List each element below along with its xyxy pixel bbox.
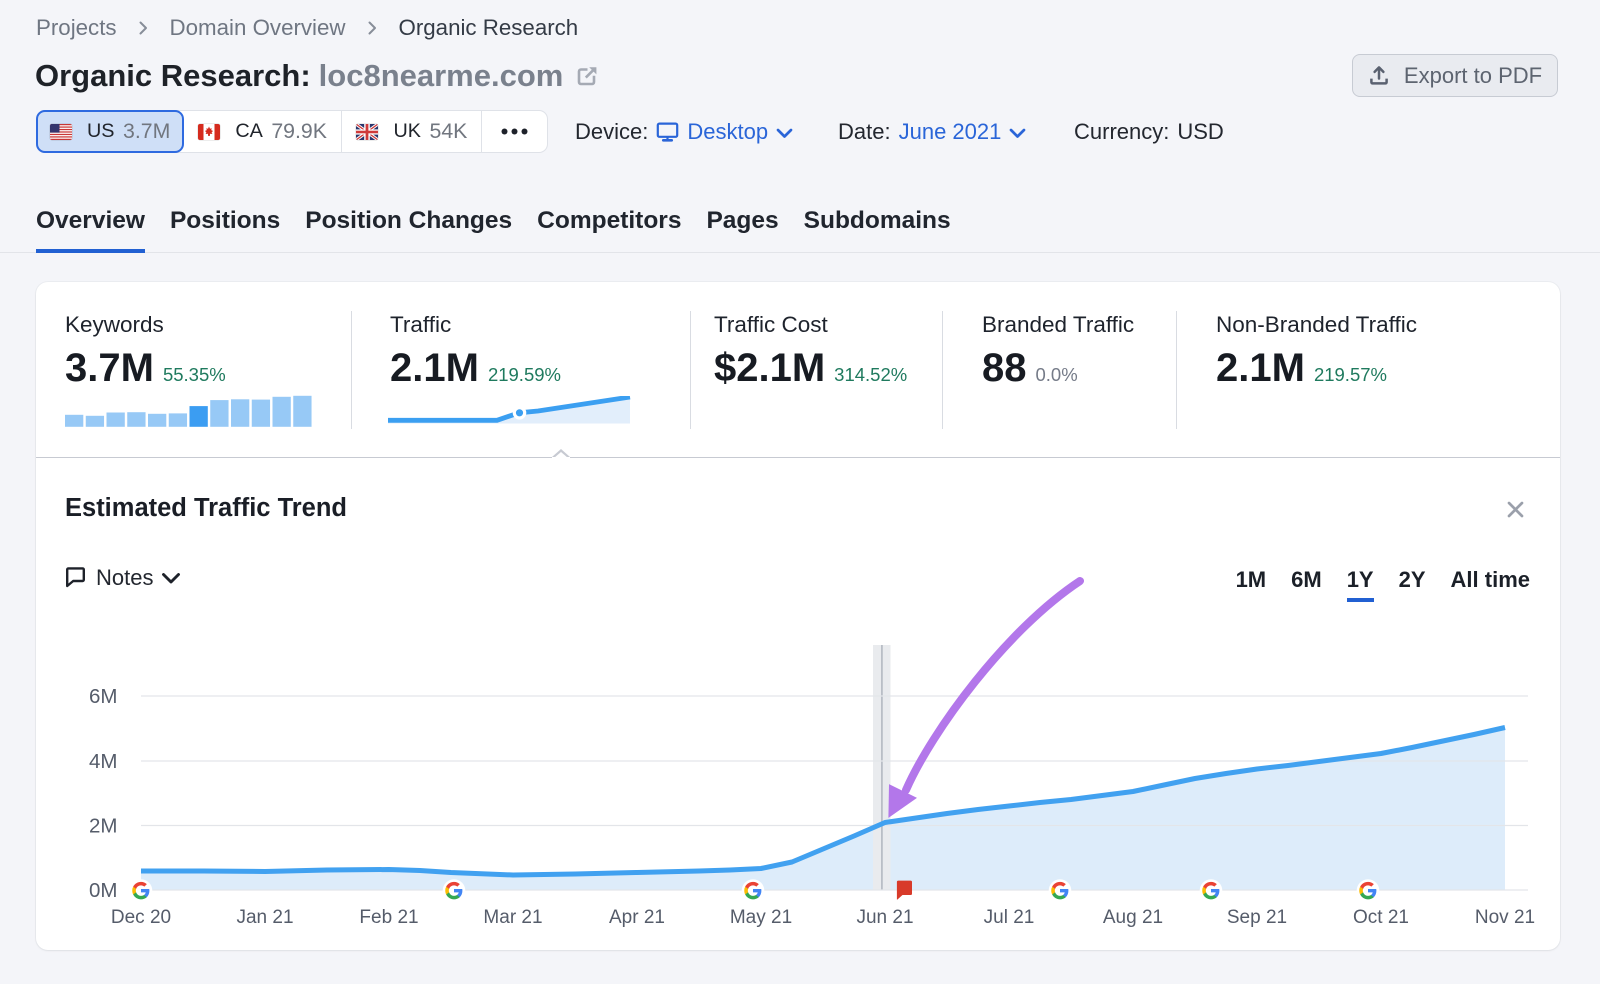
svg-text:Apr 21: Apr 21 <box>609 907 665 928</box>
svg-text:6M: 6M <box>89 685 117 708</box>
svg-text:Jun 21: Jun 21 <box>856 907 913 928</box>
svg-text:Aug 21: Aug 21 <box>1103 907 1163 928</box>
svg-text:4M: 4M <box>89 750 117 773</box>
svg-text:Sep 21: Sep 21 <box>1227 907 1287 928</box>
svg-text:0M: 0M <box>89 879 117 902</box>
svg-text:Jan 21: Jan 21 <box>236 907 293 928</box>
svg-text:Jul 21: Jul 21 <box>984 907 1035 928</box>
svg-text:Feb 21: Feb 21 <box>359 907 418 928</box>
svg-text:May 21: May 21 <box>730 907 792 928</box>
svg-text:Oct 21: Oct 21 <box>1353 907 1409 928</box>
svg-text:Dec 20: Dec 20 <box>111 907 171 928</box>
svg-text:Mar 21: Mar 21 <box>483 907 542 928</box>
svg-text:Nov 21: Nov 21 <box>1475 907 1535 928</box>
svg-text:2M: 2M <box>89 815 117 838</box>
